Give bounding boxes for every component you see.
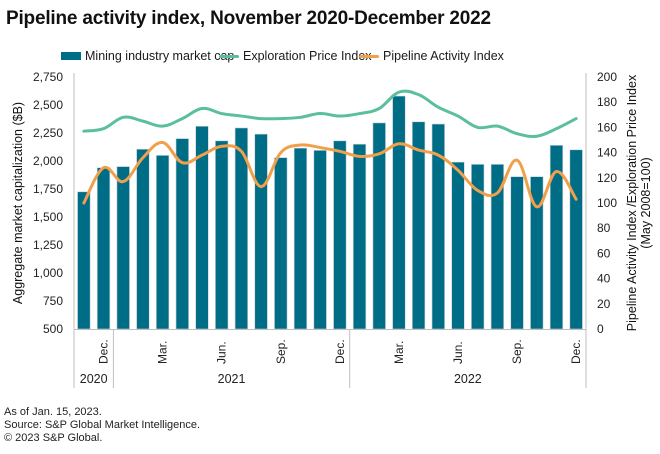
category-axis: Dec. Mar. Jun. Sep. Dec. Mar. Jun. Sep. Dec. 2020…: [73, 329, 587, 388]
bar-7: [215, 140, 229, 330]
legend: Mining industry market cap Exploration Pr…: [0, 49, 660, 65]
right-tick-label: 120: [597, 171, 617, 185]
left-tick-label: 2,250: [33, 126, 63, 140]
left-tick-label: 750: [43, 294, 63, 308]
bar-0: [77, 191, 91, 330]
legend-label-exploration: Exploration Price Index: [243, 49, 372, 63]
bar-2: [116, 166, 130, 330]
bar-25: [569, 149, 583, 330]
month-tick-label: Dec.: [333, 339, 347, 364]
axes: [73, 73, 587, 330]
bar-10: [274, 157, 288, 330]
month-tick-label: Dec.: [97, 339, 111, 364]
right-tick-label: 80: [597, 221, 611, 235]
left-tick-label: 500: [43, 322, 63, 336]
month-tick-label: Jun.: [451, 341, 465, 364]
bar-22: [510, 176, 524, 330]
left-tick-label: 1,250: [33, 238, 63, 252]
bar-3: [136, 148, 150, 330]
bar-17: [412, 121, 426, 330]
month-tick-label: Sep.: [274, 339, 288, 364]
legend-item-pipeline: Pipeline Activity Index: [359, 49, 504, 63]
right-tick-label: 180: [597, 95, 617, 109]
left-tick-label: 1,000: [33, 266, 63, 280]
right-axis-subtitle: (May 2008=100): [639, 157, 653, 248]
legend-swatch-bar: [61, 52, 81, 60]
bar-14: [352, 143, 367, 330]
month-tick-label: Sep.: [510, 339, 524, 364]
line-series: [82, 89, 578, 209]
month-tick-label: Jun.: [215, 341, 229, 364]
bar-9: [254, 133, 268, 330]
bar-11: [293, 147, 308, 330]
left-tick-label: 2,500: [33, 98, 63, 112]
year-group-label: 2022: [454, 372, 482, 386]
month-tick-label: Mar.: [392, 341, 406, 364]
year-group-label: 2021: [218, 372, 246, 386]
right-tick-label: 100: [597, 196, 617, 210]
right-tick-label: 0: [597, 322, 604, 336]
right-tick-label: 200: [597, 70, 617, 84]
left-tick-label: 1,500: [33, 210, 63, 224]
bar-4: [156, 155, 170, 330]
legend-swatch-exploration-line: [219, 54, 239, 58]
footer-date: As of Jan. 15, 2023.: [4, 406, 102, 418]
bar-19: [451, 161, 465, 330]
bar-13: [333, 140, 347, 330]
right-tick-label: 40: [597, 272, 611, 286]
footer-copyright: © 2023 S&P Global.: [4, 432, 103, 444]
pipeline-activity-line: [82, 141, 578, 209]
bar-16: [392, 95, 406, 330]
right-axis-title: Pipeline Activity Index /Exploration Pri…: [625, 74, 639, 331]
legend-item-exploration: Exploration Price Index: [219, 49, 372, 63]
right-tick-label: 20: [597, 297, 611, 311]
chart-title: Pipeline activity index, November 2020-D…: [6, 8, 491, 29]
right-tick-label: 160: [597, 120, 617, 134]
left-tick-label: 2,750: [33, 70, 63, 84]
left-tick-label: 2,000: [33, 154, 63, 168]
exploration-price-line: [82, 89, 578, 138]
month-tick-label: Dec.: [569, 339, 583, 364]
legend-label-pipeline: Pipeline Activity Index: [383, 49, 504, 63]
footer-source: Source: S&P Global Market Intelligence.: [4, 419, 201, 431]
footer-notes: As of Jan. 15, 2023. Source: S&P Global …: [4, 406, 200, 445]
left-axis-ticks: 2,750 2,500 2,250 2,000 1,750 1,500 1,250 1,000…: [33, 70, 63, 336]
bar-12: [313, 150, 327, 330]
legend-label-market-cap: Mining industry market cap: [85, 49, 235, 63]
year-group-label: 2020: [80, 372, 108, 386]
right-tick-label: 60: [597, 246, 611, 260]
left-axis-title: Aggregate market capitalization ($B): [11, 102, 25, 304]
right-tick-label: 140: [597, 146, 617, 160]
left-tick-label: 1,750: [33, 182, 63, 196]
month-tick-label: Mar.: [156, 341, 170, 364]
legend-item-market-cap: Mining industry market cap: [61, 49, 234, 63]
bar-series: [77, 95, 583, 330]
bar-1: [96, 167, 111, 330]
legend-swatch-pipeline-line: [359, 54, 379, 58]
bar-5: [175, 138, 189, 330]
